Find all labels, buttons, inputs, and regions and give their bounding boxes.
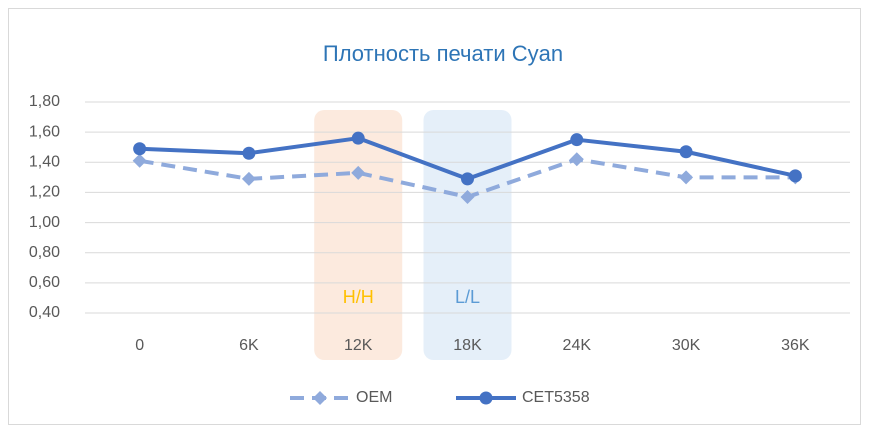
y-tick-label: 1,00	[29, 214, 60, 231]
legend-marker	[313, 391, 327, 405]
x-tick-label: 0	[135, 337, 144, 354]
data-point	[570, 133, 584, 147]
x-tick-label: 24K	[563, 337, 592, 354]
data-point	[461, 172, 474, 186]
x-tick-label: 30K	[672, 337, 701, 354]
data-point	[242, 146, 256, 160]
y-tick-label: 0,80	[29, 244, 60, 261]
data-point	[569, 152, 584, 167]
y-tick-label: 1,20	[29, 184, 60, 201]
data-point	[133, 142, 147, 156]
data-point	[351, 131, 365, 145]
highlight-band	[314, 110, 403, 360]
highlight-band	[423, 110, 512, 360]
legend-marker	[479, 391, 493, 405]
data-point	[679, 145, 693, 159]
y-tick-label: 1,80	[29, 93, 60, 110]
x-tick-label: 12K	[344, 337, 373, 354]
data-point	[241, 171, 256, 186]
y-tick-label: 1,60	[29, 123, 60, 140]
y-tick-label: 1,40	[29, 154, 60, 171]
data-point	[132, 153, 147, 168]
x-tick-label: 36K	[781, 337, 810, 354]
legend-label: CET5358	[522, 389, 590, 406]
data-point	[460, 189, 475, 204]
chart-title: Плотность печати Cyan	[323, 41, 563, 66]
annotation: L/L	[455, 287, 480, 307]
y-tick-label: 0,40	[29, 304, 60, 321]
data-point	[679, 170, 694, 185]
legend-label: OEM	[356, 389, 392, 406]
annotation: H/H	[343, 287, 374, 307]
data-point	[351, 165, 366, 180]
data-point	[788, 169, 802, 183]
x-tick-label: 18K	[453, 337, 482, 354]
y-tick-label: 0,60	[29, 274, 60, 291]
x-tick-label: 6K	[239, 337, 259, 354]
